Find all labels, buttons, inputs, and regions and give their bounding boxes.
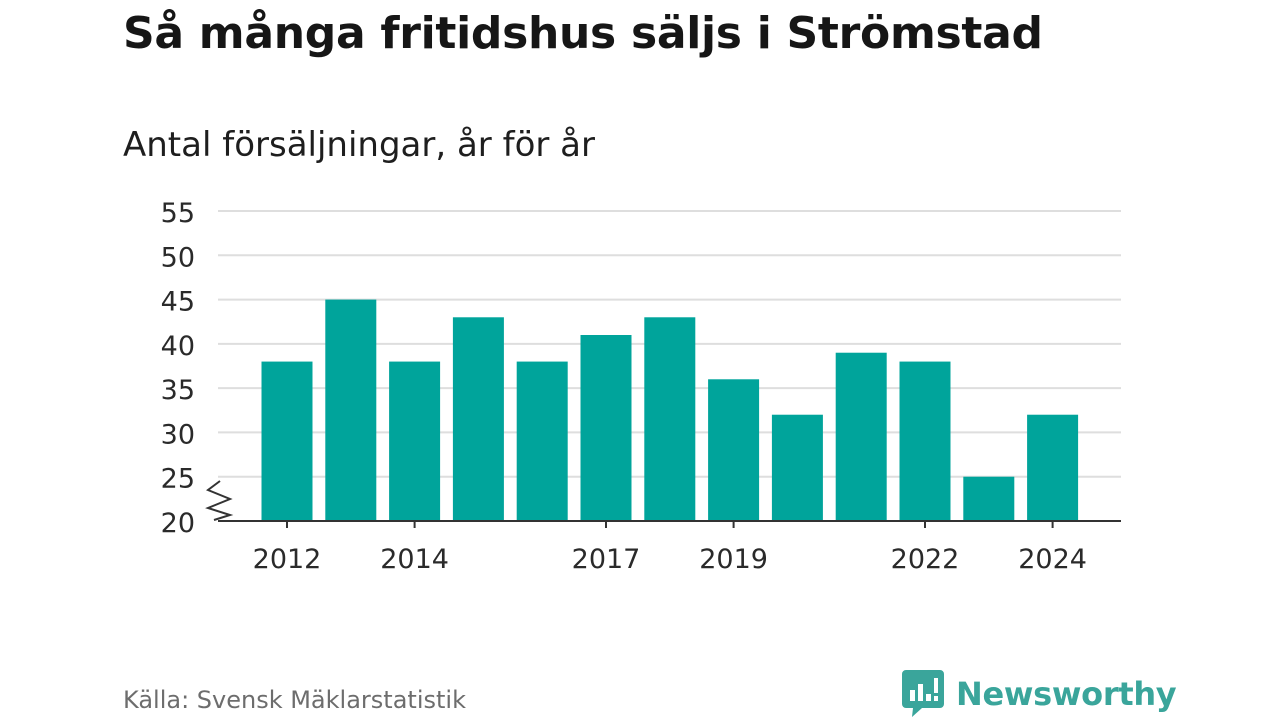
y-tick-label: 30	[161, 419, 195, 450]
x-tick-label: 2024	[1018, 544, 1087, 575]
chart-title: Så många fritidshus säljs i Strömstad	[123, 8, 1043, 59]
x-tick-label: 2022	[891, 544, 960, 575]
source-note: Källa: Svensk Mäklarstatistik	[123, 686, 466, 714]
bar-2016	[516, 361, 568, 521]
y-tick-label: 25	[161, 464, 195, 495]
bar-2012	[261, 361, 313, 521]
x-tick-label: 2014	[380, 544, 449, 575]
y-tick-label: 20	[161, 508, 195, 539]
y-tick-label: 50	[161, 242, 195, 273]
x-tick-label: 2017	[572, 544, 641, 575]
bar-2017	[580, 335, 632, 521]
y-axis-break-icon	[205, 480, 234, 521]
y-tick-label: 35	[161, 375, 195, 406]
brand-name: Newsworthy	[956, 675, 1177, 713]
bar-2022	[899, 361, 951, 521]
bar-2024	[1027, 414, 1079, 521]
bar-2014	[389, 361, 441, 521]
x-tick-label: 2019	[699, 544, 768, 575]
brand-logo: Newsworthy	[902, 670, 1177, 718]
y-tick-label: 55	[161, 198, 195, 229]
bar-2021	[835, 352, 887, 521]
bar-2019	[708, 379, 760, 521]
chart-subtitle: Antal försäljningar, år för år	[123, 125, 595, 165]
bar-2018	[644, 317, 696, 521]
x-tick-label: 2012	[253, 544, 322, 575]
bar-2020	[771, 414, 823, 521]
bar-2013	[325, 299, 377, 521]
newsworthy-chart-bubble-icon	[902, 670, 944, 717]
bar-2015	[452, 317, 504, 521]
y-tick-label: 45	[161, 287, 195, 318]
bar-2023	[963, 476, 1015, 521]
y-tick-label: 40	[161, 331, 195, 362]
